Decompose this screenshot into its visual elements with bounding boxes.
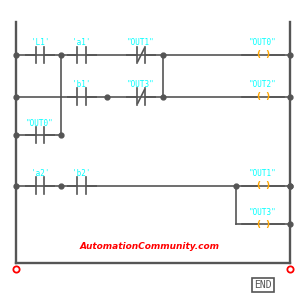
Text: END: END: [254, 280, 272, 290]
Text: "OUT1": "OUT1": [127, 38, 155, 47]
Text: ): ): [265, 220, 269, 229]
Text: ): ): [265, 92, 269, 101]
Text: 'L1': 'L1': [31, 38, 49, 47]
Text: ): ): [265, 181, 269, 190]
Text: "OUT3": "OUT3": [127, 80, 155, 89]
Text: (: (: [257, 50, 261, 59]
Text: 'a2': 'a2': [31, 169, 49, 178]
Text: 'b2': 'b2': [72, 169, 91, 178]
Text: "OUT0": "OUT0": [26, 119, 54, 128]
Text: (: (: [257, 220, 261, 229]
Text: AutomationCommunity.com: AutomationCommunity.com: [80, 242, 220, 251]
Text: "OUT1": "OUT1": [249, 169, 277, 178]
Text: "OUT3": "OUT3": [249, 208, 277, 217]
Text: (: (: [257, 181, 261, 190]
Text: "OUT0": "OUT0": [249, 38, 277, 47]
Text: ): ): [265, 50, 269, 59]
Text: (: (: [257, 92, 261, 101]
Text: 'a1': 'a1': [72, 38, 91, 47]
Text: "OUT2": "OUT2": [249, 80, 277, 89]
Text: 'b1': 'b1': [72, 80, 91, 89]
